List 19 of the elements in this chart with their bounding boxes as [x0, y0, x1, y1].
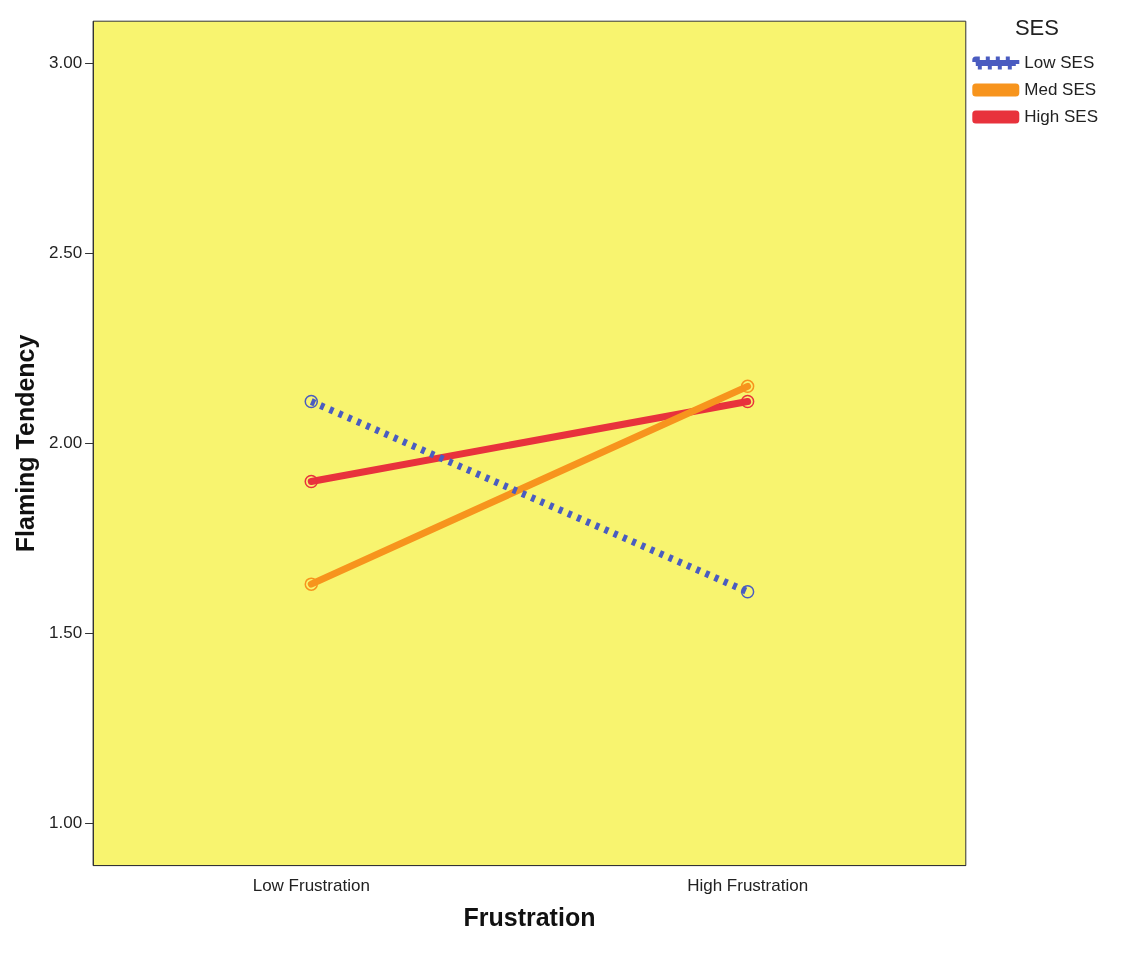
- x-axis-title: Frustration: [463, 902, 596, 931]
- point: [740, 584, 755, 599]
- y-tick-label: 2.50: [48, 242, 83, 262]
- legend-label: High SES: [1024, 106, 1098, 126]
- x-tick-label: Low Frustration: [252, 876, 370, 896]
- legend-label: Med SES: [1024, 79, 1097, 99]
- point: [740, 394, 755, 409]
- legend-title: SES: [1014, 15, 1059, 41]
- x-tick-label: High Frustration: [687, 876, 809, 896]
- y-tick-label: 1.00: [48, 813, 83, 833]
- point: [304, 474, 319, 489]
- y-axis-title: Flaming Tendency: [10, 334, 39, 553]
- point: [304, 394, 319, 409]
- y-tick-label: 3.00: [48, 52, 83, 72]
- point: [740, 379, 755, 394]
- point: [304, 577, 319, 591]
- y-tick-label: 2.00: [48, 433, 83, 453]
- y-tick-label: 1.50: [48, 623, 83, 643]
- legend-label: Low SES: [1024, 52, 1095, 72]
